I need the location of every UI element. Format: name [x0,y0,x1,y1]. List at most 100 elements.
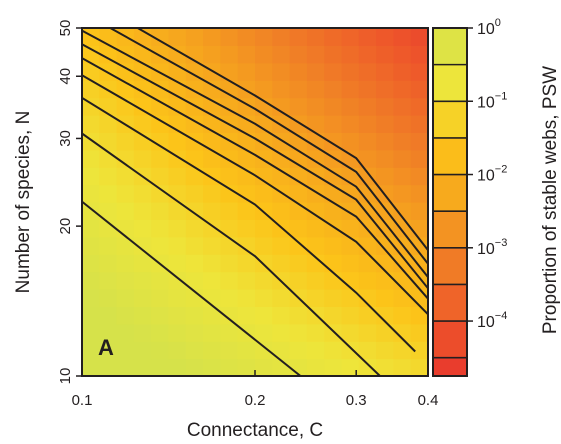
heatmap-cell [116,132,135,151]
heatmap-cell [410,236,428,255]
heatmap-cell [82,323,100,342]
x-tick-label: 0.2 [245,392,266,409]
heatmap-cell [255,45,273,64]
contour-line [82,132,381,376]
heatmap-cell [289,306,308,325]
heatmap-cell [410,115,428,133]
heatmap-cell [133,132,152,151]
heatmap-cell [324,45,343,64]
heatmap-cell [306,271,325,290]
heatmap-cell [306,115,325,133]
heatmap-cell [237,254,256,273]
heatmap-cell [168,341,187,360]
heatmap-cell [185,219,204,238]
heatmap-cell [410,323,428,342]
heatmap-cell [99,202,118,220]
heatmap-cell [133,271,152,290]
heatmap-cell [220,358,239,376]
heatmap-cell [133,115,152,133]
heatmap-cell [376,167,394,186]
heatmap-cell [341,341,360,360]
contour-line [109,28,428,265]
heatmap-cell [306,80,325,99]
heatmap-cell [151,219,170,238]
heatmap-cell [151,149,170,168]
heatmap-cell [237,167,256,186]
contour-line [137,28,428,251]
heatmap-cell [410,28,428,46]
heatmap-cell [99,341,118,360]
heatmap-cell [376,45,394,64]
heatmap-cell [358,254,377,273]
heatmap-cell [203,149,221,168]
heatmap-cell [358,323,377,342]
heatmap-cell [289,132,308,151]
x-tick-label: 0.1 [72,392,93,409]
heatmap-cell [203,341,221,360]
heatmap-cell [393,28,412,46]
heatmap-cell [133,184,152,203]
heatmap-cell [133,97,152,116]
heatmap-cell [376,62,394,81]
heatmap-cell [203,236,221,255]
heatmap-cell [324,167,343,186]
heatmap-cell [324,254,343,273]
heatmap-cell [133,62,152,81]
heatmap-cell [185,254,204,273]
heatmap-cell [306,45,325,64]
heatmap-cell [203,132,221,151]
heatmap-cell [358,97,377,116]
heatmap-cell [133,219,152,238]
heatmap-cell [168,254,187,273]
heatmap-cell [306,62,325,81]
heatmap-cell [133,341,152,360]
heatmap-cell [151,358,170,376]
heatmap-cell [237,271,256,290]
heatmap-cell [99,167,118,186]
heatmap-cell [82,149,100,168]
heatmap-cell [203,323,221,342]
heatmap-cell [237,149,256,168]
heatmap-cell [358,306,377,325]
heatmap-cell [255,306,273,325]
heatmap-cell [410,341,428,360]
heatmap-cell [82,236,100,255]
heatmap-cell [255,184,273,203]
heatmap-cell [99,271,118,290]
heatmap-cell [272,45,291,64]
heatmap-cell [168,358,187,376]
heatmap-cell [393,202,412,220]
heatmap-cell [151,236,170,255]
heatmap-cell [255,323,273,342]
heatmap-cell [324,358,343,376]
heatmap-cell [82,167,100,186]
heatmap-cell [341,219,360,238]
heatmap-cell [393,306,412,325]
heatmap-cell [324,28,343,46]
heatmap-cell [324,271,343,290]
heatmap-cell [185,149,204,168]
heatmap-cell [289,167,308,186]
contour-line [82,57,428,300]
heatmap-cell [393,62,412,81]
heatmap-cell [272,62,291,81]
heatmap-cell [289,62,308,81]
colorbar-ticks: 100 10−1 10−2 10−3 10−4 [467,17,507,331]
heatmap-cell [255,115,273,133]
heatmap-cell [168,167,187,186]
heatmap-cell [116,271,135,290]
heatmap-cell [306,236,325,255]
heatmap-cell [99,358,118,376]
heatmap-cell [410,358,428,376]
heatmap-cell [99,80,118,99]
heatmap-cell [151,341,170,360]
heatmap-cell [168,306,187,325]
heatmap-cell [289,184,308,203]
heatmap-cell [376,97,394,116]
heatmap-cell [237,80,256,99]
heatmap-cell [393,115,412,133]
heatmap-cell [185,236,204,255]
heatmap-cell [272,80,291,99]
heatmap-cell [116,149,135,168]
heatmap-cell [203,80,221,99]
